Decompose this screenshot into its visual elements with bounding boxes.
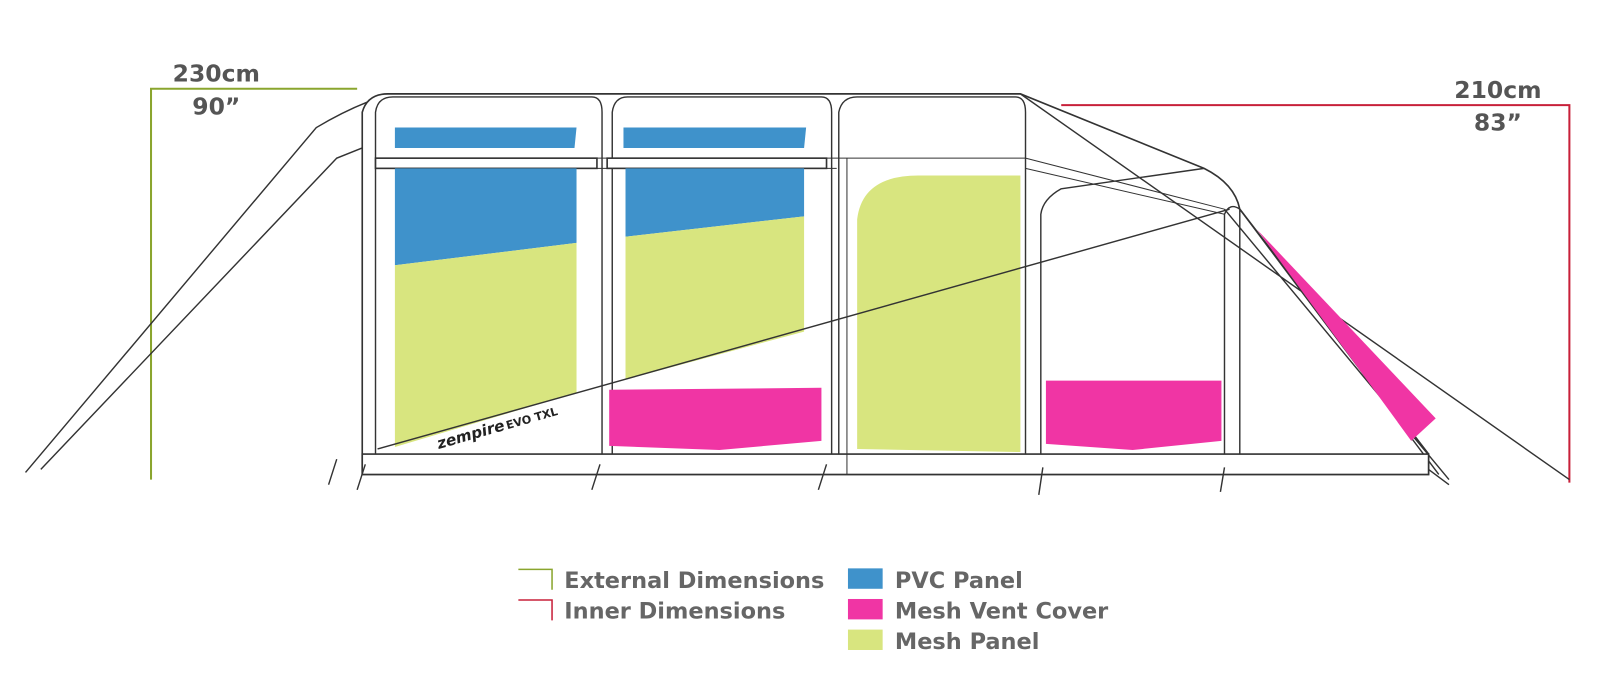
guy-line (24, 101, 368, 473)
legend-label: Inner Dimensions (564, 598, 785, 624)
beam-band (606, 157, 828, 170)
legend-swatch (847, 629, 883, 650)
inner-dimension-line (1061, 104, 1571, 483)
external-imperial: 90” (192, 92, 240, 120)
beam-band (374, 157, 598, 170)
inner-imperial: 83” (1474, 109, 1522, 137)
external-dimension-line (150, 87, 358, 480)
legend-label: PVC Panel (895, 568, 1023, 594)
guy-line (377, 208, 1230, 450)
pegs (327, 458, 1450, 496)
ground-sheet (361, 453, 1430, 476)
air-beams (374, 96, 1241, 455)
pvc-strip (623, 127, 807, 148)
external-metric: 230cm (173, 60, 260, 88)
legend-line-icon (518, 599, 553, 621)
legend-label: Mesh Panel (895, 629, 1040, 655)
mesh-vent-cover (1045, 380, 1222, 450)
pvc-panel (394, 168, 577, 266)
legend-swatch (847, 598, 883, 620)
legend: External Dimensions Inner Dimensions PVC P… (518, 568, 1108, 655)
legend-label: Mesh Vent Cover (895, 598, 1108, 624)
mesh-panel (625, 216, 805, 380)
legend-swatch (847, 568, 883, 589)
mesh-panel (394, 242, 577, 447)
tent: zempire EVO TXL (24, 93, 1570, 496)
inner-metric: 210cm (1454, 76, 1541, 104)
pvc-strip (394, 127, 577, 148)
legend-label: External Dimensions (564, 568, 824, 594)
mesh-vent-cover (1257, 229, 1436, 441)
mesh-vent-cover (609, 387, 822, 450)
pvc-panel (625, 168, 805, 237)
legend-line-icon (518, 568, 553, 590)
mesh-door (857, 175, 1021, 453)
